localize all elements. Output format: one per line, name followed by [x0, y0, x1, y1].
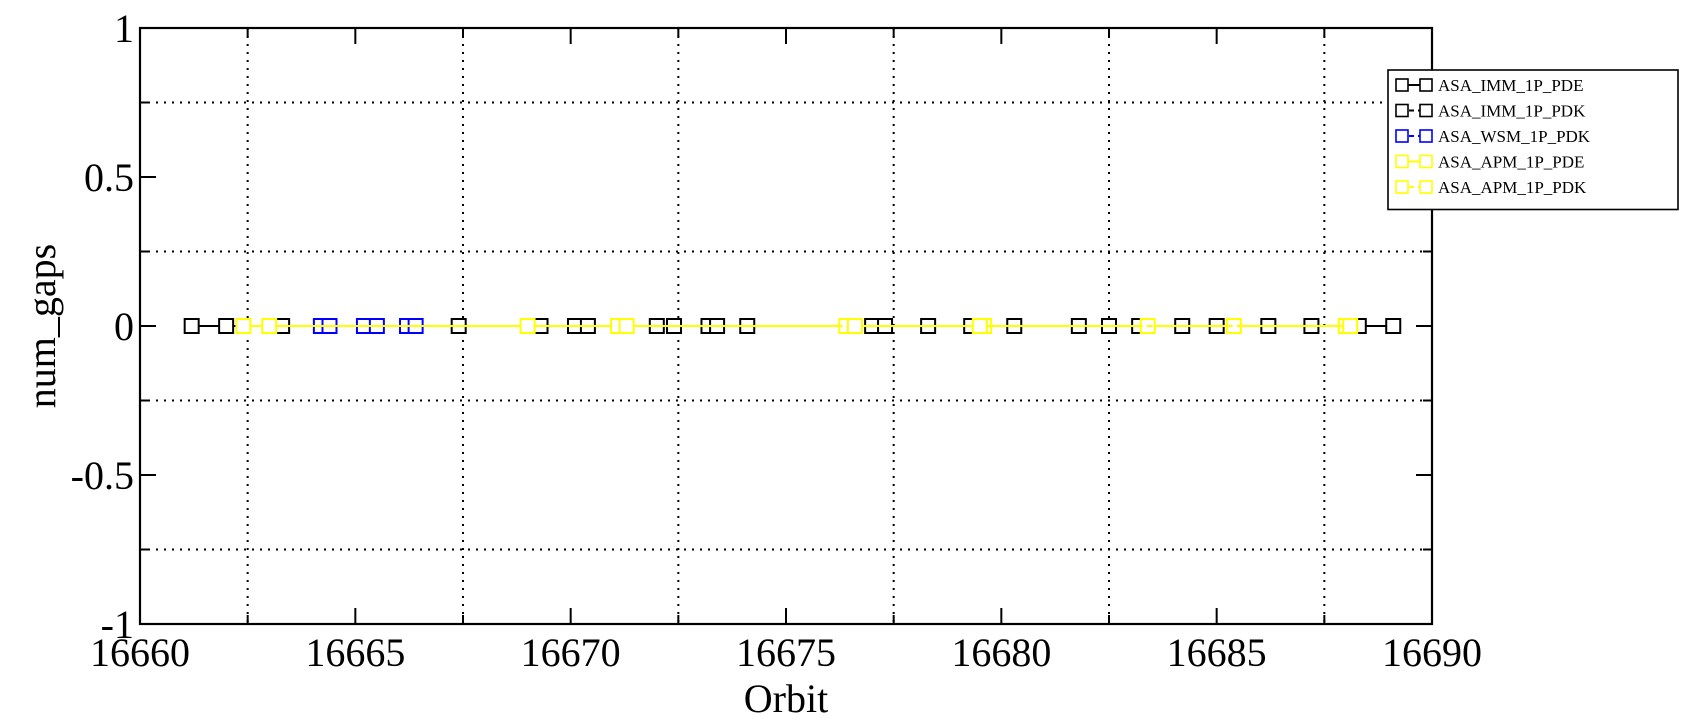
x-tick-label: 16690 — [1382, 630, 1482, 675]
legend-marker — [1395, 129, 1409, 143]
legend-marker — [1419, 78, 1433, 92]
data-point — [846, 318, 863, 334]
data-point — [618, 318, 635, 334]
legend-label: ASA_APM_1P_PDE — [1438, 153, 1584, 172]
x-axis-title: Orbit — [744, 676, 828, 721]
legend-label: ASA_IMM_1P_PDK — [1438, 102, 1586, 121]
legend: ASA_IMM_1P_PDE ASA_IMM_1P_PDK ASA_WSM_1P_P… — [1387, 69, 1679, 211]
legend-label: ASA_APM_1P_PDK — [1438, 178, 1587, 197]
legend-marker — [1395, 103, 1409, 118]
legend-item: ASA_IMM_1P_PDE — [1395, 76, 1583, 95]
data-point — [1385, 318, 1402, 334]
data-point — [519, 318, 536, 334]
legend-marker — [1419, 129, 1433, 143]
legend-marker — [1419, 180, 1433, 194]
y-tick-label: -1 — [101, 602, 134, 647]
axis-ticks: 16660 16665 16670 16675 16680 16685 16690 1 0.5 0… — [71, 6, 1482, 675]
data-point — [183, 318, 200, 334]
legend-label: ASA_IMM_1P_PDE — [1438, 76, 1583, 95]
x-tick-label: 16675 — [736, 630, 836, 675]
legend-item: ASA_APM_1P_PDK — [1395, 178, 1587, 197]
legend-item: ASA_WSM_1P_PDK — [1395, 127, 1591, 146]
y-tick-label: -0.5 — [71, 453, 134, 498]
x-tick-label: 16660 — [90, 630, 190, 675]
data-point — [235, 318, 252, 334]
x-tick-label: 16685 — [1167, 630, 1267, 675]
x-tick-label: 16680 — [951, 630, 1051, 675]
legend-marker — [1419, 103, 1433, 118]
legend-label: ASA_WSM_1P_PDK — [1438, 127, 1591, 146]
y-axis-title: num_gaps — [19, 244, 64, 408]
legend-marker — [1395, 154, 1409, 169]
data-point — [218, 318, 235, 334]
series-layer — [183, 318, 1402, 334]
legend-item: ASA_IMM_1P_PDK — [1395, 102, 1586, 121]
y-tick-label: 0.5 — [84, 155, 134, 200]
legend-item: ASA_APM_1P_PDE — [1395, 153, 1584, 172]
legend-marker — [1395, 180, 1409, 194]
y-tick-label: 0 — [114, 304, 134, 349]
data-point — [261, 318, 278, 334]
data-point — [971, 318, 988, 334]
data-point — [1342, 318, 1359, 334]
y-tick-label: 1 — [114, 6, 134, 51]
series-4 — [618, 318, 1359, 334]
x-tick-label: 16670 — [521, 630, 621, 675]
legend-marker — [1419, 154, 1433, 169]
legend-box — [1387, 69, 1679, 211]
legend-marker — [1395, 78, 1409, 92]
x-tick-label: 16665 — [305, 630, 405, 675]
